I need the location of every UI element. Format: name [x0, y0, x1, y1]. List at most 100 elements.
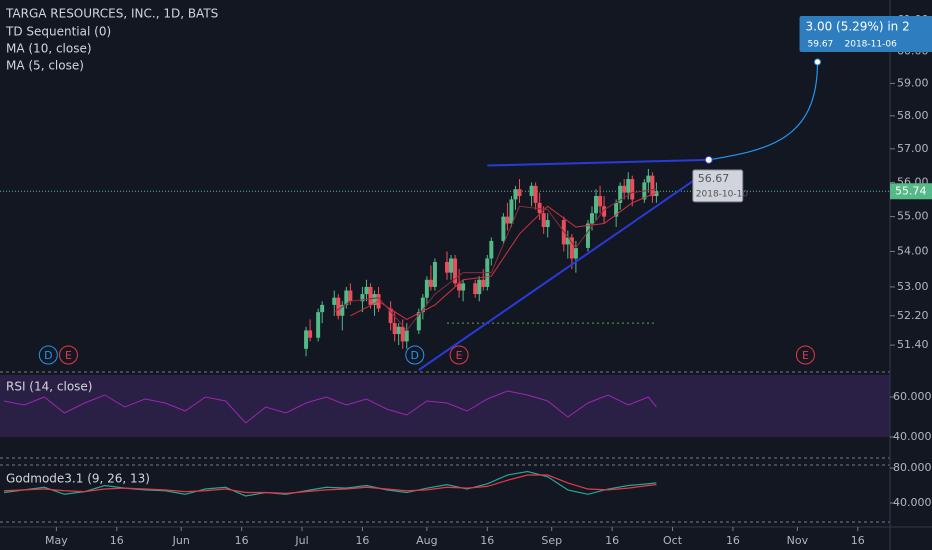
event-marker: [795, 345, 815, 365]
candle-body: [594, 196, 599, 214]
candle-body: [396, 326, 401, 335]
y-tick-label: 40.0000: [893, 430, 932, 443]
study-label: TD Sequential (0): [5, 25, 111, 39]
last-price-label: 55.74: [895, 184, 927, 197]
x-tick-label: 16: [355, 534, 369, 547]
x-tick-label: 16: [851, 534, 865, 547]
candle-body: [477, 279, 482, 295]
price-pane: [0, 168, 890, 357]
event-marker: [58, 345, 78, 365]
candle-body: [517, 189, 522, 197]
legend-entry: MA (5, close): [6, 59, 84, 73]
x-tick-label: 16: [480, 534, 494, 547]
event-label: D: [411, 349, 419, 362]
candle-body: [481, 279, 486, 287]
x-tick-label: Nov: [787, 534, 809, 547]
y-tick-label: 54.00: [897, 244, 929, 257]
candle-body: [420, 297, 425, 313]
candle-body: [404, 330, 409, 342]
candle-body: [449, 258, 454, 273]
x-tick-label: Sep: [541, 534, 562, 547]
y-tick-label: 60.0000: [893, 390, 932, 403]
candle-body: [344, 290, 349, 305]
candle-body: [340, 304, 345, 316]
candle-body: [630, 179, 635, 200]
y-tick-label: 51.40: [897, 338, 929, 351]
candle-body: [545, 220, 550, 228]
projection-curve: [708, 61, 819, 161]
y-tick-label: 52.20: [897, 309, 929, 322]
x-tick-label: 16: [605, 534, 619, 547]
y-tick-label: 40.0000: [893, 496, 932, 509]
anchor-box: [692, 169, 744, 203]
x-tick-label: Jul: [294, 534, 308, 547]
event-label: E: [65, 349, 72, 362]
event-marker: [405, 345, 425, 365]
candle-body: [388, 308, 393, 324]
candle-body: [364, 286, 369, 295]
ma-line: [350, 192, 657, 321]
x-tick-label: May: [45, 534, 68, 547]
candle-body: [457, 283, 462, 291]
x-tick-label: Oct: [663, 534, 683, 547]
candle-body: [589, 213, 594, 224]
candle-body: [654, 191, 659, 197]
candle-body: [650, 175, 655, 197]
projection-price: 59.67: [808, 40, 834, 50]
candle-body: [348, 290, 353, 302]
candle-body: [565, 237, 570, 245]
y-tick-label: 59.00: [897, 76, 929, 89]
y-tick-label: 58.00: [897, 109, 929, 122]
y-tick-label: 57.00: [897, 142, 929, 155]
candle-body: [501, 216, 506, 241]
candle-body: [336, 297, 341, 316]
candle-body: [473, 283, 478, 295]
x-tick-label: 16: [110, 534, 124, 547]
candle-body: [646, 175, 651, 183]
candle-body: [445, 262, 450, 273]
candle-body: [428, 279, 433, 287]
candle-body: [569, 237, 574, 259]
candle-body: [432, 262, 437, 287]
event-marker: [38, 345, 58, 365]
candle-body: [372, 294, 377, 305]
candle-body: [416, 312, 421, 331]
rsi-band: [0, 375, 890, 437]
candle-body: [513, 189, 518, 200]
x-tick-label: Jun: [172, 534, 190, 547]
anchor-date: 2018-10-10: [696, 189, 749, 199]
event-marker: [449, 345, 469, 365]
candle-body: [626, 179, 631, 193]
anchor-point: [704, 155, 713, 164]
candle-body: [360, 294, 365, 302]
candle-body: [400, 326, 405, 342]
projection-date: 2018-11-06: [845, 40, 898, 50]
candle-body: [585, 223, 590, 248]
candle-body: [368, 286, 373, 305]
candle-body: [622, 185, 627, 193]
candle-body: [308, 330, 313, 338]
candle-body: [614, 202, 619, 217]
event-label: E: [456, 349, 463, 362]
candle-body: [489, 240, 494, 259]
anchor-price: 56.67: [698, 172, 730, 185]
candle-body: [541, 213, 546, 228]
candle-body: [461, 283, 466, 291]
candle-body: [533, 185, 538, 203]
y-tick-label: 53.00: [897, 280, 929, 293]
event-label: D: [44, 349, 52, 362]
candle-body: [332, 297, 337, 305]
legend-entry: MA (10, close): [6, 42, 92, 56]
candle-body: [537, 202, 542, 214]
candle-body: [529, 185, 534, 197]
rsi-line: [3, 390, 657, 424]
trendline: [418, 174, 702, 371]
event-label: E: [802, 349, 809, 362]
candle-body: [598, 196, 603, 207]
y-tick-label: 55.00: [897, 210, 929, 223]
candle-body: [505, 216, 510, 224]
last-price-tag: [890, 183, 932, 200]
candle-body: [316, 312, 321, 338]
